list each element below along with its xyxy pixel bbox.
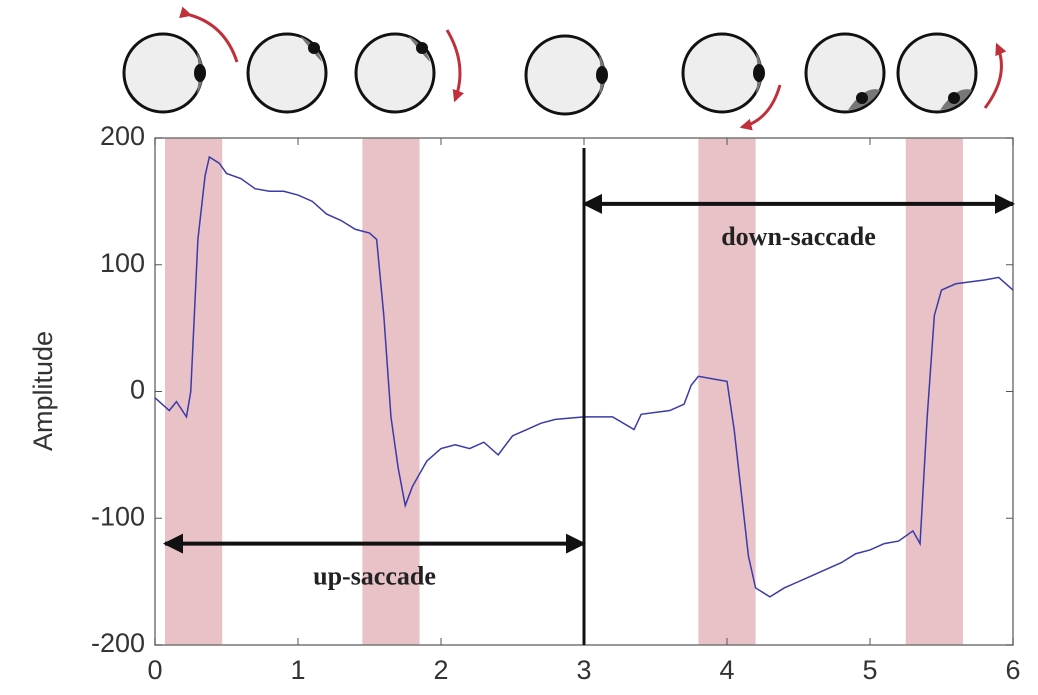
highlight-span	[698, 138, 756, 645]
y-tick-label: -200	[91, 628, 145, 658]
arrow-label: up-saccade	[313, 562, 436, 591]
y-axis-label: Amplitude	[28, 331, 58, 451]
eye	[246, 32, 328, 114]
y-tick-label: 0	[130, 375, 145, 405]
x-tick-label: 6	[1005, 655, 1020, 685]
x-tick-label: 1	[290, 655, 305, 685]
x-tick-label: 0	[147, 655, 162, 685]
highlight-span	[362, 138, 420, 645]
eye	[896, 32, 1007, 114]
highlight-span	[165, 138, 223, 645]
x-tick-label: 2	[433, 655, 448, 685]
x-tick-label: 3	[576, 655, 591, 685]
eye	[681, 32, 782, 131]
eye-icons	[122, 6, 1007, 131]
eye	[354, 29, 464, 114]
x-tick-label: 5	[862, 655, 877, 685]
eye	[804, 32, 886, 114]
y-tick-label: 100	[100, 248, 145, 278]
arrow-label: down-saccade	[721, 222, 876, 251]
highlight-span	[905, 138, 963, 645]
signal-line	[154, 155, 1014, 598]
y-tick-label: -100	[91, 501, 145, 531]
eye	[524, 34, 608, 116]
plot-area: 0 1 2 3 4 5 6 -200 -100 0 100 200 up-saccade down-sac…	[91, 121, 1021, 685]
eye	[122, 6, 239, 114]
x-tick-label: 4	[719, 655, 734, 685]
y-tick-label: 200	[100, 121, 145, 151]
